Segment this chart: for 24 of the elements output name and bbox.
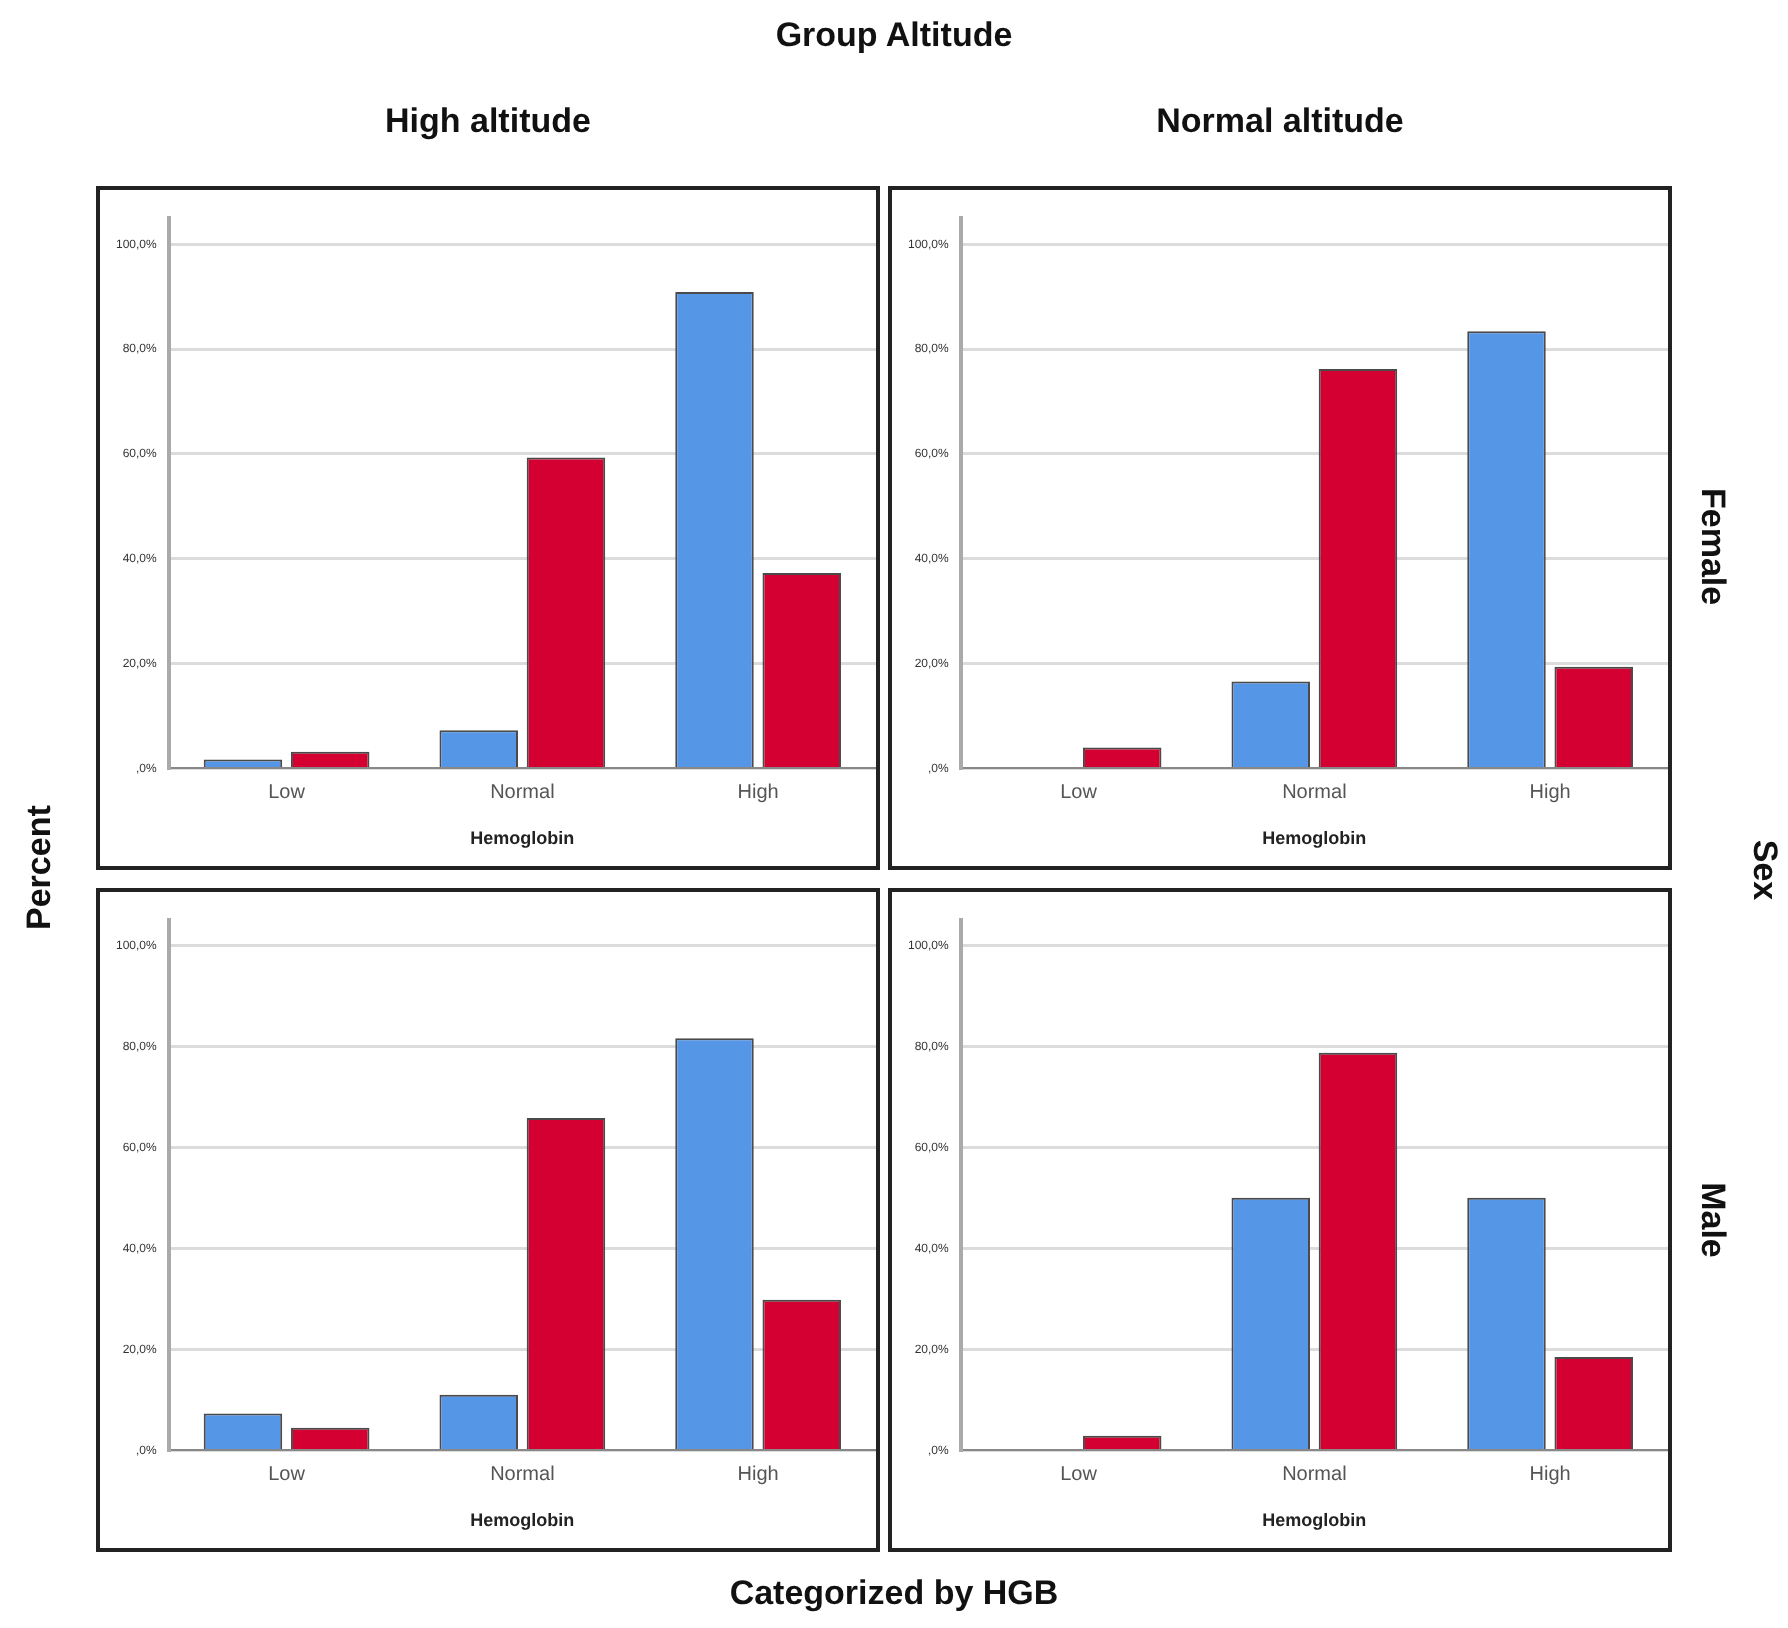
x-tick-label: Low [1060, 1463, 1099, 1486]
x-tick-label: Normal [490, 781, 555, 804]
x-tick-label: Normal [1282, 781, 1347, 804]
y2-axis-title: Male [1692, 1180, 1732, 1260]
x-axis-title: Hemoglobin [1262, 1510, 1367, 1531]
text: Sex [1744, 837, 1784, 905]
x-tick-label: Low [268, 781, 307, 804]
x-axis-title: Hemoglobin [470, 828, 575, 849]
x-tick-label: Normal [490, 1463, 555, 1486]
x-axis-title: Hemoglobin [1262, 828, 1367, 849]
x-tick-label: High [737, 781, 779, 804]
x-tick-label: High [737, 1463, 779, 1486]
x-tick-label: High [1529, 1463, 1571, 1486]
y2-axis-title: Female [1692, 488, 1732, 606]
text: Categorized by HGB [727, 1574, 1061, 1614]
chart-title: Normal altitude [1154, 102, 1406, 142]
x-tick-label: Low [1060, 781, 1099, 804]
x-axis-title: Hemoglobin [470, 1510, 575, 1531]
chart-title: High altitude [383, 102, 593, 142]
x-tick-label: High [1529, 781, 1571, 804]
x-tick-label: Normal [1282, 1463, 1347, 1486]
x-tick-label: Low [268, 1463, 307, 1486]
text: Percent [20, 805, 60, 930]
text: Group Altitude [773, 16, 1015, 56]
